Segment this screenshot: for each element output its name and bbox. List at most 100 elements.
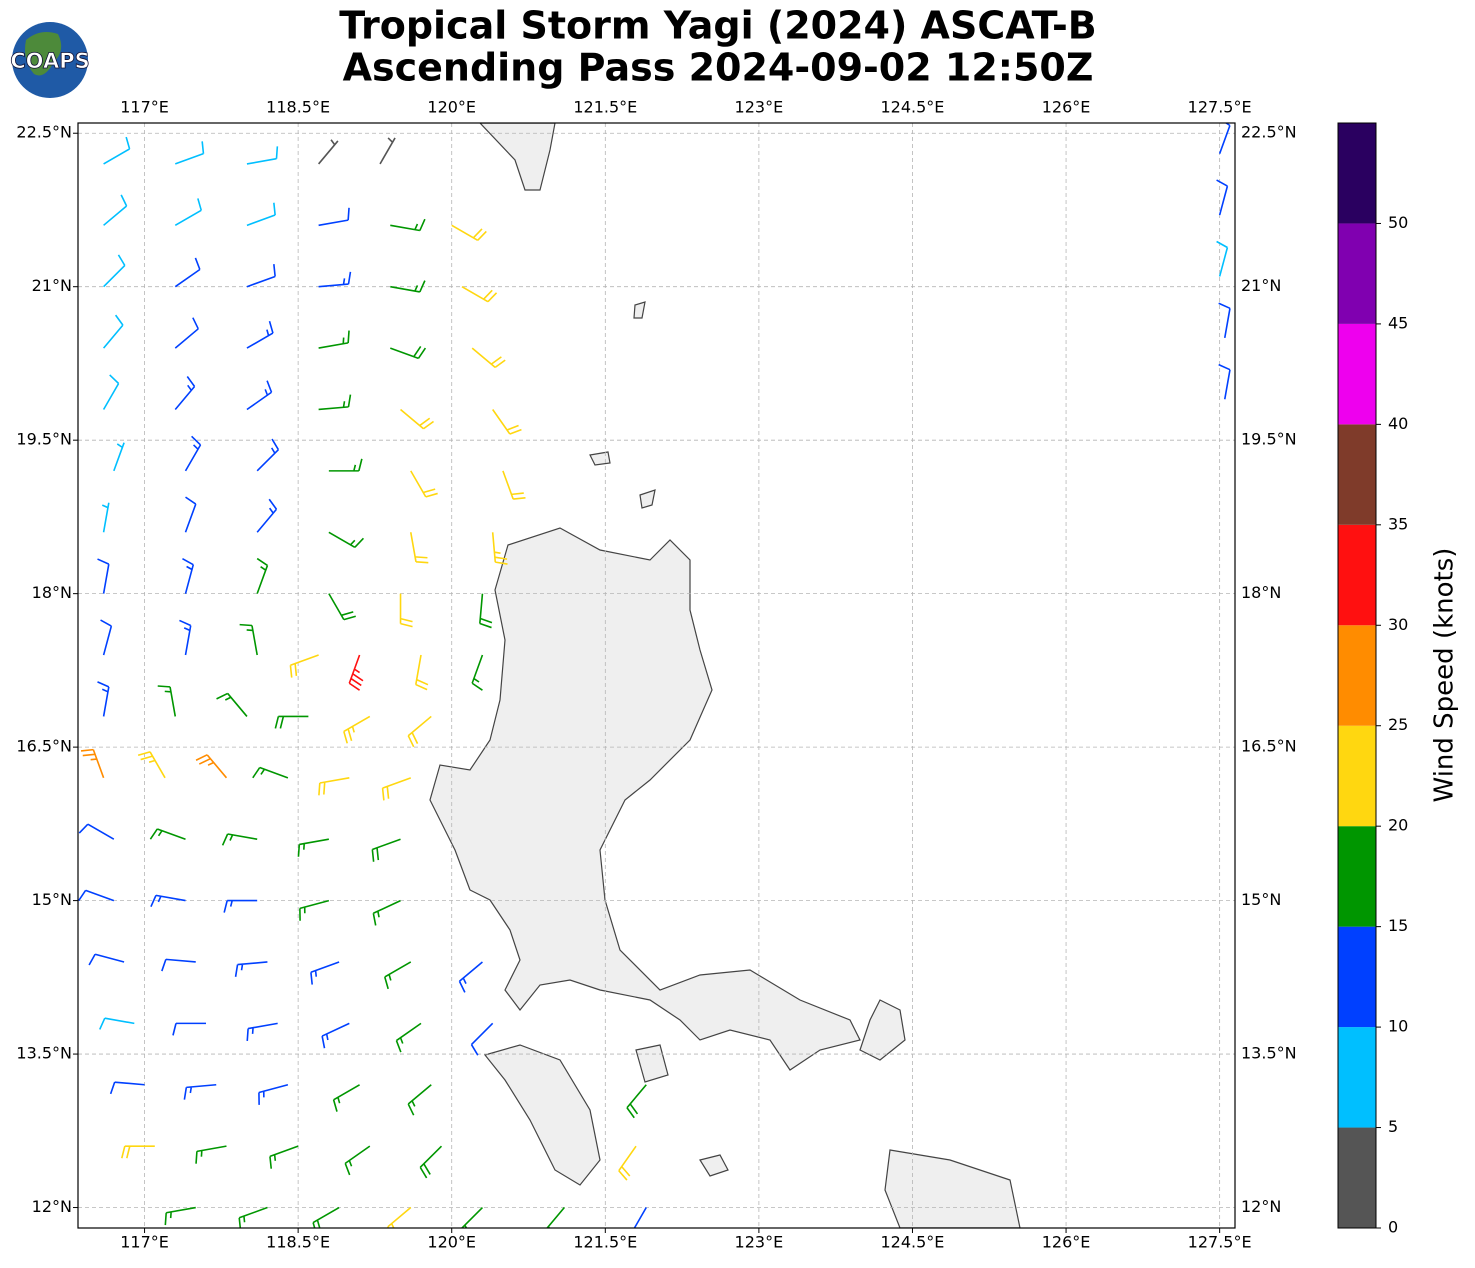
- x-tick-label: 117°E: [120, 98, 169, 117]
- colorbar-tick-label: 30: [1388, 615, 1408, 634]
- wind-barb: [157, 685, 177, 717]
- wind-barb: [492, 409, 522, 435]
- wind-barb: [381, 777, 412, 801]
- mindoro: [483, 1044, 601, 1186]
- y-tick-label: 12°N: [1241, 1197, 1281, 1216]
- wind-barb: [252, 766, 289, 779]
- colorbar-tick-label: 50: [1388, 213, 1408, 232]
- x-tick-label: 127.5°E: [1188, 1233, 1252, 1252]
- wind-barb: [318, 394, 352, 411]
- wind-barb: [384, 961, 412, 990]
- wind-barb: [216, 692, 248, 717]
- wind-barb: [97, 558, 110, 594]
- wind-barb: [239, 623, 258, 656]
- wind-barb: [179, 619, 192, 656]
- wind-barb: [246, 380, 273, 411]
- wind-barb: [328, 458, 363, 472]
- wind-barb: [1218, 123, 1231, 154]
- wind-barb: [221, 833, 258, 846]
- islet: [633, 301, 646, 319]
- wind-barb: [318, 139, 339, 165]
- x-tick-label: 120°E: [427, 1233, 476, 1252]
- wind-barb: [102, 314, 124, 349]
- wind-barb: [195, 1145, 227, 1164]
- y-tick-label: 13.5°N: [1241, 1044, 1297, 1063]
- wind-barb: [502, 470, 526, 500]
- wind-barb: [164, 1206, 196, 1226]
- wind-barb: [113, 442, 125, 472]
- x-tick-label: 118.5°E: [266, 98, 330, 117]
- wind-barb: [343, 715, 371, 744]
- wind-barb: [451, 224, 487, 242]
- colorbar-tick-label: 35: [1388, 514, 1408, 533]
- wind-barb: [103, 254, 126, 288]
- x-tick-label: 121.5°E: [573, 1233, 637, 1252]
- y-tick-label: 16.5°N: [16, 737, 72, 756]
- wind-barb: [399, 593, 413, 628]
- islet: [589, 451, 611, 466]
- y-tick-label: 15°N: [32, 890, 72, 909]
- wind-barb: [103, 194, 128, 226]
- x-tick-label: 124.5°E: [881, 1233, 945, 1252]
- y-tick-label: 18°N: [32, 583, 72, 602]
- x-tick-label: 126°E: [1042, 98, 1091, 117]
- wind-barb: [1216, 240, 1229, 277]
- wind-barb: [379, 137, 396, 165]
- y-tick-label: 18°N: [1241, 583, 1281, 602]
- colorbar-swatch: [1338, 725, 1376, 827]
- taiwan: [479, 123, 556, 191]
- wind-barb: [546, 1207, 565, 1228]
- x-tick-label: 117°E: [120, 1233, 169, 1252]
- y-tick-label: 19.5°N: [1241, 430, 1297, 449]
- wind-barb: [174, 141, 205, 165]
- x-tick-label: 120°E: [427, 98, 476, 117]
- wind-barb: [310, 961, 340, 985]
- wind-barb: [103, 136, 131, 165]
- colorbar-tick-label: 5: [1388, 1117, 1398, 1136]
- wind-barb: [328, 593, 356, 621]
- colorbar-swatch: [1338, 524, 1376, 626]
- wind-barb: [88, 953, 125, 966]
- wind-barb: [97, 681, 110, 717]
- wind-barb: [312, 1206, 340, 1228]
- barb-layer: [78, 123, 1231, 1228]
- y-tick-label: 21°N: [32, 276, 72, 295]
- islet: [635, 1044, 669, 1083]
- wind-barb: [415, 654, 429, 691]
- wind-barb: [195, 754, 228, 779]
- wind-barb: [470, 1022, 494, 1056]
- wind-barb: [371, 838, 401, 862]
- wind-barb: [149, 828, 186, 840]
- wind-barb: [174, 257, 201, 288]
- wind-barb: [182, 557, 195, 594]
- wind-barb: [80, 748, 105, 779]
- wind-barb: [471, 654, 484, 691]
- wind-barb: [318, 330, 350, 349]
- x-tick-label: 121.5°E: [573, 98, 637, 117]
- colorbar-swatch: [1338, 424, 1376, 525]
- logo-text: COAPS: [10, 49, 89, 73]
- wind-barb: [101, 502, 110, 533]
- wind-barb: [150, 894, 186, 908]
- colorbar-swatch: [1338, 1027, 1376, 1128]
- wind-barb: [99, 1017, 135, 1030]
- wind-barb: [246, 320, 274, 349]
- wind-barb: [174, 376, 196, 410]
- map-frame: [77, 122, 1236, 1229]
- colorbar-swatch: [1338, 926, 1376, 1028]
- wind-barb: [256, 438, 280, 472]
- y-tick-label: 22.5°N: [1241, 123, 1297, 142]
- y-tick-label: 12°N: [32, 1197, 72, 1216]
- wind-barb: [184, 435, 202, 472]
- y-tick-label: 19.5°N: [16, 430, 72, 449]
- wind-barb: [184, 496, 197, 533]
- wind-barb: [419, 1145, 443, 1179]
- wind-barb: [328, 531, 365, 548]
- wind-barb: [332, 1084, 360, 1112]
- x-tick-label: 123°E: [735, 1233, 784, 1252]
- colorbar-tick-label: 0: [1388, 1218, 1398, 1237]
- colorbar-tick-label: 40: [1388, 414, 1408, 433]
- wind-barb: [174, 198, 203, 227]
- x-tick-label: 127.5°E: [1188, 98, 1252, 117]
- colorbar-tick-label: 15: [1388, 916, 1408, 935]
